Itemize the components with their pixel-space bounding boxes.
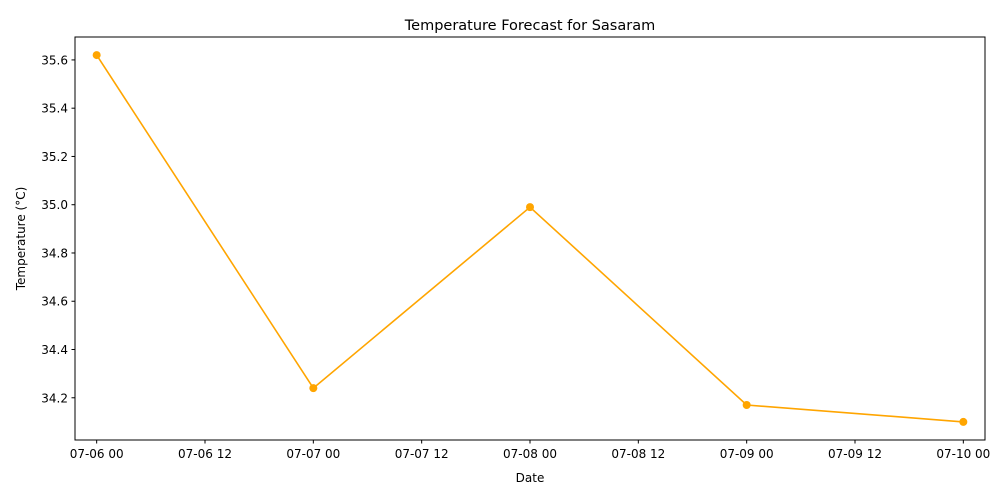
plot-area xyxy=(92,51,968,426)
chart-title: Temperature Forecast for Sasaram xyxy=(404,18,655,34)
x-tick-label: 07-10 00 xyxy=(936,447,990,461)
y-axis-label: Temperature (°C) xyxy=(14,187,28,292)
y-tick-label: 34.6 xyxy=(41,295,68,309)
y-tick-label: 35.2 xyxy=(41,150,68,164)
data-point xyxy=(92,51,101,60)
y-tick-label: 34.2 xyxy=(41,391,68,405)
y-tick-label: 34.8 xyxy=(41,246,68,260)
x-axis: 07-06 00 07-06 12 07-07 00 07-07 12 07-08 00… xyxy=(70,440,990,461)
x-axis-label: Date xyxy=(516,471,545,485)
x-tick-label: 07-07 12 xyxy=(395,447,449,461)
x-tick-label: 07-08 12 xyxy=(611,447,665,461)
x-tick-label: 07-09 12 xyxy=(828,447,882,461)
x-tick-label: 07-06 00 xyxy=(70,447,124,461)
data-point xyxy=(309,384,318,393)
data-point xyxy=(742,401,751,410)
x-tick-label: 07-06 12 xyxy=(178,447,232,461)
data-point xyxy=(526,203,534,212)
y-tick-label: 35.0 xyxy=(41,198,68,212)
y-tick-label: 35.4 xyxy=(41,102,68,116)
x-tick-label: 07-09 00 xyxy=(720,447,774,461)
x-tick-label: 07-07 00 xyxy=(286,447,340,461)
y-axis: 34.2 34.4 34.6 34.8 35.0 35.2 35.4 35.6 xyxy=(41,53,75,405)
y-tick-label: 35.6 xyxy=(41,53,68,67)
x-tick-label: 07-08 00 xyxy=(503,447,557,461)
data-point xyxy=(959,417,968,426)
y-tick-label: 34.4 xyxy=(41,343,68,357)
